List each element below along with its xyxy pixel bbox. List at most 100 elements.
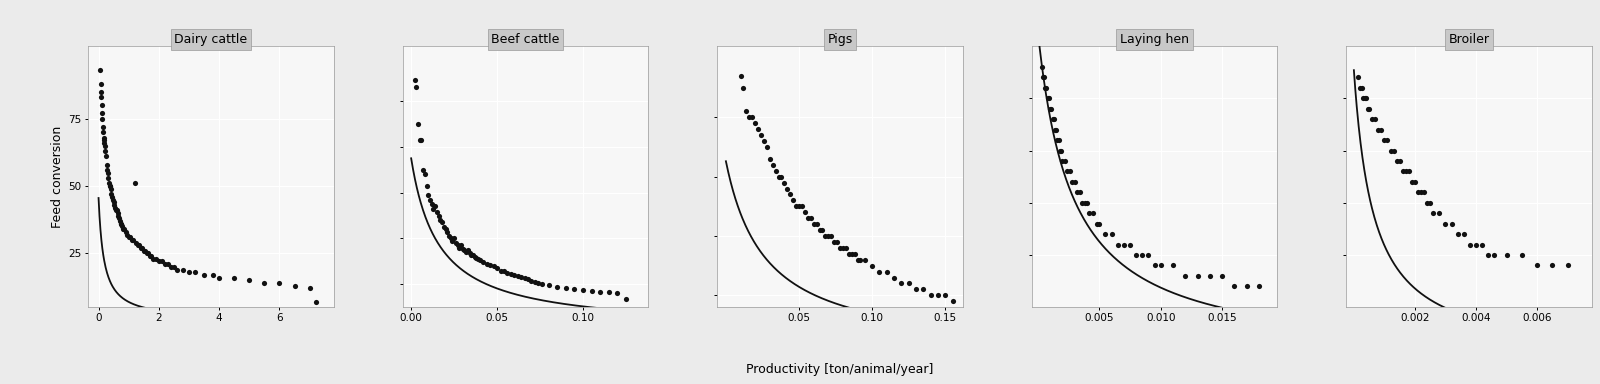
Point [525, 280, 550, 286]
Point [109, 221, 134, 227]
Point [104, 207, 130, 214]
Point [562, 286, 587, 292]
Point [106, 215, 131, 222]
Point [749, 132, 774, 138]
Point [570, 287, 595, 293]
Text: Productivity [ton/animal/year]: Productivity [ton/animal/year] [746, 363, 934, 376]
Point [579, 288, 605, 294]
Point [474, 261, 499, 267]
Point [771, 179, 797, 185]
Point [803, 221, 829, 227]
Point [1374, 137, 1400, 143]
Point [827, 245, 853, 251]
Point [1387, 158, 1413, 164]
Point [88, 67, 114, 73]
Point [122, 180, 147, 187]
Point [1040, 116, 1066, 122]
Point [1411, 189, 1437, 195]
Point [789, 203, 814, 209]
Point [126, 242, 152, 248]
Point [482, 263, 507, 269]
Point [1458, 242, 1483, 248]
Point [518, 278, 544, 284]
Point [1210, 273, 1235, 279]
Point [925, 292, 950, 298]
Point [182, 269, 208, 275]
Point [1390, 168, 1416, 174]
Point [251, 280, 277, 286]
Point [830, 245, 856, 251]
Point [781, 197, 806, 204]
Point [1438, 220, 1464, 227]
Point [467, 257, 493, 263]
Point [848, 257, 874, 263]
Point [515, 276, 541, 282]
Point [464, 255, 490, 261]
Point [114, 232, 139, 238]
Point [1099, 231, 1125, 237]
Point [94, 161, 120, 167]
Point [302, 299, 328, 305]
Point [757, 156, 782, 162]
Point [498, 271, 523, 277]
Point [106, 213, 131, 219]
Point [1136, 252, 1162, 258]
Point [554, 285, 579, 291]
Point [90, 110, 115, 116]
Point [754, 144, 779, 150]
Point [1405, 189, 1430, 195]
Point [933, 292, 958, 298]
Point [461, 252, 486, 258]
Point [1032, 85, 1058, 91]
Point [88, 81, 114, 87]
Point [728, 73, 754, 79]
Point [90, 124, 115, 130]
Point [1050, 158, 1075, 164]
Point [792, 209, 818, 215]
Point [1045, 137, 1070, 143]
Point [448, 242, 474, 248]
Point [1381, 147, 1406, 154]
Point [910, 286, 936, 293]
Point [440, 238, 466, 244]
Point [802, 221, 827, 227]
Point [485, 265, 510, 271]
Point [91, 134, 117, 141]
Point [139, 253, 165, 259]
Point [1046, 147, 1072, 154]
Point [155, 261, 181, 267]
Point [1053, 158, 1078, 164]
Point [1371, 137, 1397, 143]
Point [1346, 74, 1371, 81]
Point [544, 283, 570, 290]
Point [101, 202, 126, 208]
Point [1037, 106, 1062, 112]
Point [1482, 252, 1507, 258]
Text: Dairy cattle: Dairy cattle [174, 33, 248, 46]
Point [142, 256, 168, 262]
Point [418, 197, 443, 203]
Point [1414, 200, 1440, 206]
Point [1397, 168, 1422, 174]
Point [835, 251, 861, 257]
Point [408, 137, 434, 143]
Point [1080, 210, 1106, 216]
Point [98, 183, 123, 189]
Point [491, 268, 517, 275]
Point [842, 251, 867, 257]
Point [107, 221, 133, 227]
Point [438, 235, 464, 242]
Point [114, 229, 139, 235]
Point [1038, 106, 1064, 112]
Point [134, 250, 160, 257]
Point [587, 288, 613, 295]
Point [102, 205, 128, 211]
Point [413, 171, 438, 177]
Point [1058, 168, 1083, 174]
Point [1222, 283, 1248, 290]
Point [882, 275, 907, 281]
Point [867, 268, 893, 275]
Point [162, 264, 187, 270]
Point [1352, 95, 1378, 101]
Point [1117, 242, 1142, 248]
